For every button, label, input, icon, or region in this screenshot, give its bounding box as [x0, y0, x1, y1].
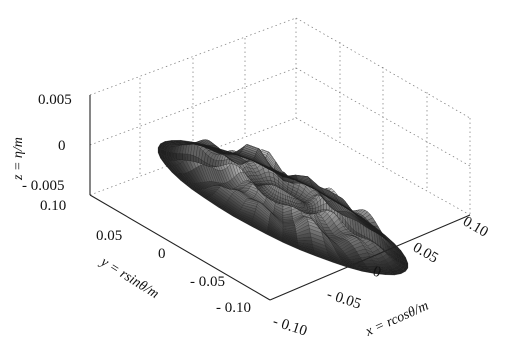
grid-z-mid-right [295, 67, 471, 167]
y-tick-010: 0.10 [40, 198, 66, 214]
y-tick-005: 0.05 [96, 228, 122, 244]
surface-patch [187, 154, 191, 162]
x-axis-label: x = rcosθ/m [363, 299, 431, 340]
x-axis-line [269, 214, 471, 301]
surface-patch [171, 152, 175, 159]
z-axis-label: z = η/m [11, 137, 26, 181]
axes [89, 95, 471, 301]
x-tick-005: 0.05 [410, 240, 441, 267]
grid-top-left [89, 17, 297, 96]
x-tick-neg005: - 0.05 [325, 287, 363, 313]
x-tick-neg010: - 0.10 [271, 314, 309, 340]
surface-mesh [157, 139, 409, 276]
y-tick-neg010: - 0.10 [216, 300, 251, 316]
y-tick-neg005: - 0.05 [190, 274, 225, 290]
z-tick-0: 0 [58, 138, 66, 154]
surface-patch [182, 153, 186, 161]
y-axis-label: y = rsinθ/m [96, 254, 161, 302]
grid-floor-right [295, 117, 471, 216]
y-tick-0: 0 [158, 246, 166, 262]
surface-patch [323, 203, 327, 210]
surface-patch [190, 154, 194, 162]
surface-patch [179, 153, 183, 161]
surface-patch [168, 151, 172, 158]
z-tick-neg0005: - 0.005 [22, 178, 65, 194]
surface-patch [176, 153, 180, 160]
surface-patch [185, 153, 189, 161]
surface-patch [331, 198, 349, 209]
z-tick-0005: 0.005 [38, 92, 72, 108]
grid-z-mid-left [89, 67, 297, 146]
y-axis-line [89, 194, 271, 301]
grid-floor-left [89, 117, 297, 196]
surface-patch [166, 150, 170, 157]
surface-patch [174, 152, 178, 160]
grid-lines [89, 17, 471, 216]
x-tick-010: 0.10 [460, 214, 491, 241]
